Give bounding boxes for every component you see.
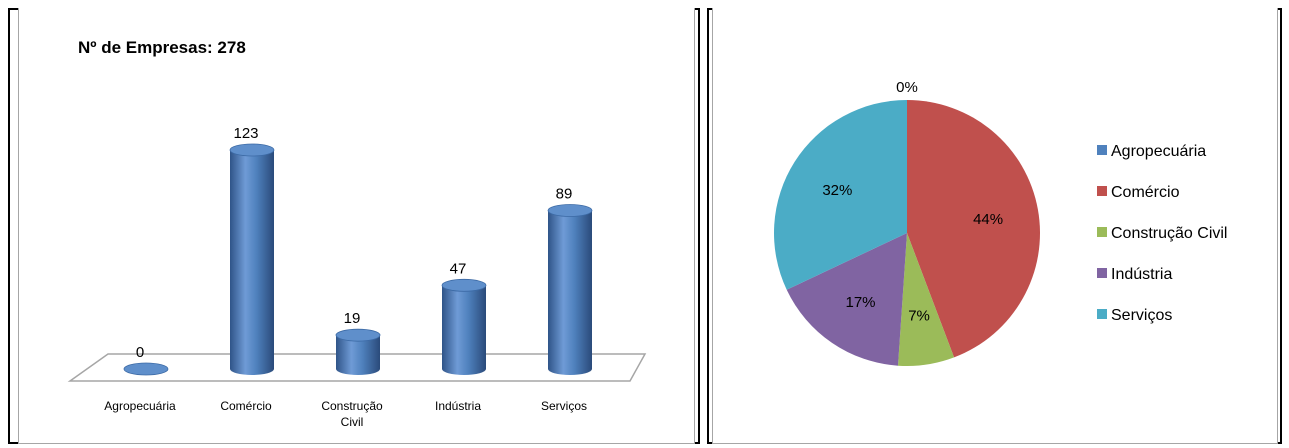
bar-body bbox=[442, 285, 486, 375]
bar-3 bbox=[335, 328, 381, 375]
bar-1 bbox=[123, 362, 169, 376]
bar-category-label: Indústria bbox=[435, 399, 481, 413]
bar-body bbox=[336, 335, 380, 375]
bar-body bbox=[548, 210, 592, 375]
bar-top bbox=[229, 143, 275, 157]
bar-4 bbox=[441, 278, 487, 375]
legend-label: Serviços bbox=[1111, 307, 1172, 324]
bar-top bbox=[547, 204, 593, 217]
pie-data-label: 0% bbox=[896, 79, 918, 96]
pie-slice-2 bbox=[907, 100, 1040, 358]
pie-series bbox=[773, 100, 1040, 366]
legend-label: Construção Civil bbox=[1111, 225, 1227, 242]
bar-category-label: Construção Civil bbox=[321, 399, 383, 429]
bar-data-label: 47 bbox=[450, 260, 467, 277]
legend-item: Comércio bbox=[1097, 184, 1180, 201]
legend-item: Agropecuária bbox=[1097, 143, 1206, 160]
bar-data-label: 123 bbox=[233, 125, 258, 142]
legend-item: Indústria bbox=[1097, 266, 1172, 283]
bar-top bbox=[335, 328, 381, 342]
legend-item: Construção Civil bbox=[1097, 225, 1227, 242]
pie-slice-5 bbox=[773, 100, 907, 290]
bar-data-label: 0 bbox=[136, 344, 144, 361]
bar-data-label: 89 bbox=[556, 186, 573, 203]
bar-data-label: 19 bbox=[344, 310, 361, 327]
bar-category-label: Comércio bbox=[220, 399, 272, 413]
bar-data-labels: 0 123 19 47 89 bbox=[136, 125, 573, 361]
pie-legend: Agropecuária Comércio Construção Civil Indú… bbox=[1097, 143, 1227, 324]
legend-label: Agropecuária bbox=[1111, 143, 1206, 160]
legend-swatch bbox=[1097, 309, 1107, 319]
pie-slice-3 bbox=[897, 233, 955, 366]
pie-data-label: 17% bbox=[845, 294, 875, 311]
bar-5 bbox=[547, 204, 593, 375]
pie-data-labels: 0% 44% 7% 17% 32% bbox=[822, 79, 1003, 325]
bar-category-labels: Agropecuária Comércio Construção Civil Indús… bbox=[104, 399, 587, 429]
legend-swatch bbox=[1097, 145, 1107, 155]
bar-chart-title: Nº de Empresas: 278 bbox=[78, 38, 246, 57]
pie-slice-4 bbox=[786, 233, 907, 366]
bar-category-label: Agropecuária bbox=[104, 399, 176, 413]
bar-category-label: Serviços bbox=[541, 399, 587, 413]
legend-label: Indústria bbox=[1111, 266, 1172, 283]
legend-item: Serviços bbox=[1097, 307, 1172, 324]
pie-data-label: 32% bbox=[822, 182, 852, 199]
legend-swatch bbox=[1097, 186, 1107, 196]
bar-top bbox=[441, 278, 487, 292]
bar-2 bbox=[229, 143, 275, 375]
bar-top bbox=[123, 362, 169, 376]
legend-swatch bbox=[1097, 268, 1107, 278]
bar-body bbox=[230, 150, 274, 375]
bar-series bbox=[123, 143, 593, 376]
pie-data-label: 44% bbox=[973, 211, 1003, 228]
legend-label: Comércio bbox=[1111, 184, 1180, 201]
legend-swatch bbox=[1097, 227, 1107, 237]
pie-data-label: 7% bbox=[908, 308, 930, 325]
